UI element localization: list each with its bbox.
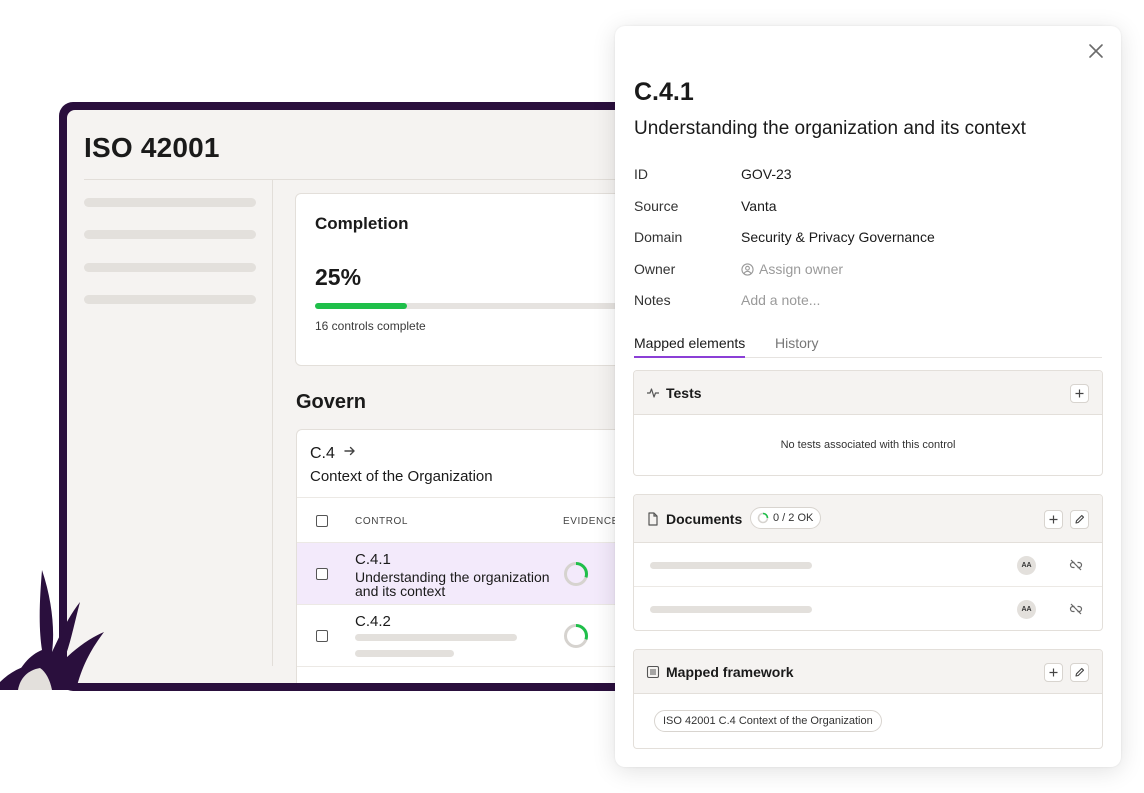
completion-progress-bar <box>315 303 656 309</box>
completion-card: Completion 25% 16 controls complete <box>295 193 656 366</box>
avatar: AA <box>1017 600 1036 619</box>
controls-table-card: C.4 Context of the Organization CONTROL … <box>296 429 676 683</box>
completion-title: Completion <box>315 214 409 233</box>
assign-owner-button[interactable]: Assign owner <box>741 261 843 277</box>
id-value: GOV-23 <box>741 166 792 182</box>
sidebar-item-placeholder[interactable] <box>84 230 256 239</box>
mapped-framework-title: Mapped framework <box>666 664 794 680</box>
tests-header: Tests <box>634 371 1102 415</box>
documents-section: Documents 0 / 2 OK AA A <box>633 494 1103 631</box>
domain-value: Security & Privacy Governance <box>741 229 935 245</box>
add-framework-button[interactable] <box>1044 663 1063 682</box>
sidebar-divider <box>272 180 273 666</box>
panel-tabs: Mapped elements History <box>634 335 1102 358</box>
notes-label: Notes <box>634 292 671 308</box>
control-detail-panel: C.4.1 Understanding the organization and… <box>615 26 1121 767</box>
documents-status-badge: 0 / 2 OK <box>750 507 822 529</box>
document-icon <box>648 512 658 526</box>
table-row[interactable]: C.4.1 Understanding the organization and… <box>297 543 675 605</box>
document-name-placeholder <box>650 562 812 569</box>
documents-title: Documents <box>666 511 743 527</box>
sidebar-item-placeholder[interactable] <box>84 263 256 272</box>
add-test-button[interactable] <box>1070 384 1089 403</box>
section-title: Govern <box>296 391 367 413</box>
domain-label: Domain <box>634 229 683 245</box>
unlink-icon[interactable] <box>1069 558 1083 572</box>
completion-progress-fill <box>315 303 408 309</box>
close-icon[interactable] <box>1085 40 1107 62</box>
control-id: C.4.1 <box>355 551 391 568</box>
plus-icon <box>1049 515 1058 524</box>
edit-documents-button[interactable] <box>1070 510 1089 529</box>
select-all-checkbox[interactable] <box>316 515 328 527</box>
list-icon <box>646 665 660 679</box>
pencil-icon <box>1075 667 1085 677</box>
tests-section: Tests No tests associated with this cont… <box>633 370 1103 476</box>
table-header-row: CONTROL EVIDENCE <box>297 497 675 543</box>
document-name-placeholder <box>650 606 812 613</box>
control-name-placeholder <box>355 634 517 641</box>
add-document-button[interactable] <box>1044 510 1063 529</box>
framework-chip[interactable]: ISO 42001 C.4 Context of the Organizatio… <box>654 710 882 732</box>
column-header-evidence[interactable]: EVIDENCE <box>563 516 619 527</box>
tests-empty-text: No tests associated with this control <box>780 439 956 451</box>
title-divider <box>84 179 679 180</box>
page-title: ISO 42001 <box>84 132 220 163</box>
list-item[interactable]: AA <box>634 587 1102 630</box>
completion-subtitle: 16 controls complete <box>315 319 426 333</box>
id-label: ID <box>634 166 648 182</box>
notes-input[interactable]: Add a note... <box>741 292 821 308</box>
pencil-icon <box>1075 514 1085 524</box>
row-checkbox[interactable] <box>316 630 328 642</box>
documents-status-text: 0 / 2 OK <box>773 512 814 524</box>
control-group-id[interactable]: C.4 <box>310 445 335 462</box>
tests-title: Tests <box>666 385 702 401</box>
list-item[interactable]: AA <box>634 543 1102 587</box>
documents-header: Documents 0 / 2 OK <box>634 495 1102 543</box>
owner-label: Owner <box>634 261 676 277</box>
column-header-control[interactable]: CONTROL <box>355 516 409 527</box>
plant-illustration <box>0 570 104 690</box>
progress-ring-icon <box>564 624 588 648</box>
avatar: AA <box>1017 556 1036 575</box>
owner-placeholder: Assign owner <box>759 261 844 277</box>
table-row[interactable]: C.4.2 <box>297 605 675 667</box>
tab-history[interactable]: History <box>775 335 819 351</box>
app-window-frame: ISO 42001 Completion 25% 16 controls com… <box>59 102 679 691</box>
user-circle-icon <box>741 263 754 276</box>
plus-icon <box>1075 389 1084 398</box>
source-value: Vanta <box>741 198 777 214</box>
row-checkbox[interactable] <box>316 568 328 580</box>
panel-control-title: Understanding the organization and its c… <box>634 118 1026 139</box>
arrow-right-icon[interactable] <box>343 444 357 462</box>
app-window: ISO 42001 Completion 25% 16 controls com… <box>67 110 679 683</box>
edit-framework-button[interactable] <box>1070 663 1089 682</box>
control-id: C.4.2 <box>355 613 391 630</box>
completion-percent: 25% <box>315 264 362 290</box>
progress-ring-icon <box>757 512 769 524</box>
pulse-icon <box>647 388 659 398</box>
unlink-icon[interactable] <box>1069 602 1083 616</box>
mapped-framework-section: Mapped framework ISO 42001 C.4 Context o… <box>633 649 1103 749</box>
control-name-placeholder <box>355 650 454 657</box>
source-label: Source <box>634 198 679 214</box>
control-group-name: Context of the Organization <box>310 468 493 485</box>
tab-mapped-elements[interactable]: Mapped elements <box>634 335 746 358</box>
panel-control-id: C.4.1 <box>634 78 694 106</box>
mapped-framework-header: Mapped framework <box>634 650 1102 694</box>
progress-ring-icon <box>564 562 588 586</box>
plus-icon <box>1049 668 1058 677</box>
control-name: Understanding the organization and its c… <box>355 569 550 599</box>
sidebar-item-placeholder[interactable] <box>84 198 256 207</box>
sidebar-item-placeholder[interactable] <box>84 295 256 304</box>
